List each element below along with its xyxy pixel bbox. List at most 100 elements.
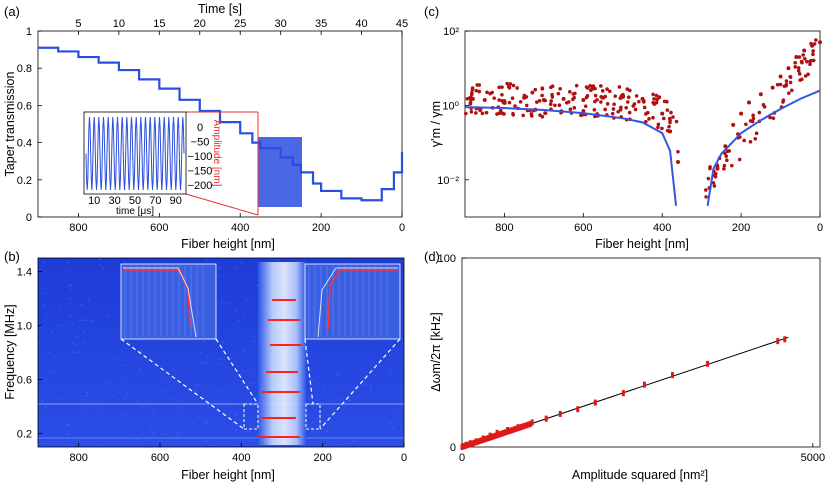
panel-b-noise-speck bbox=[231, 337, 234, 339]
panel-c-data-point bbox=[625, 100, 630, 104]
panel-d-y-tick-label: 0 bbox=[450, 442, 456, 454]
panel-b-noise-speck bbox=[136, 402, 139, 404]
panel-c-data-point bbox=[507, 100, 512, 105]
panel-c-data-point bbox=[786, 66, 791, 71]
panel-d-data-point bbox=[499, 431, 503, 438]
panel-b-noise-speck bbox=[311, 379, 314, 380]
panel-c-data-point bbox=[654, 100, 659, 105]
panel-d-data-point bbox=[479, 437, 483, 444]
panel-b-noise-speck bbox=[82, 427, 84, 429]
panel-b-noise-speck bbox=[71, 351, 74, 353]
panel-c-data-point bbox=[751, 116, 756, 121]
panel-c-data-point bbox=[808, 62, 812, 67]
panel-b-noise-speck bbox=[235, 267, 238, 269]
panel-d-data-point bbox=[478, 438, 482, 445]
panel-c-data-point bbox=[585, 93, 590, 98]
panel-b-noise-speck bbox=[56, 327, 59, 329]
panel-c-data-point bbox=[603, 94, 608, 99]
panel-d-data-point bbox=[472, 439, 476, 446]
panel-a-transmission-line bbox=[38, 46, 404, 202]
panel-c-data-point bbox=[651, 100, 655, 105]
panel-b-noise-speck bbox=[44, 292, 47, 294]
panel-c-data-point bbox=[631, 104, 636, 108]
panel-c-data-point bbox=[775, 82, 780, 87]
panel-b-noise-speck bbox=[277, 259, 280, 261]
panel-b-noise-speck bbox=[243, 313, 246, 315]
panel-c-data-point bbox=[518, 100, 523, 104]
panel-a-top-tick-label: 5 bbox=[75, 18, 81, 30]
panel-b-noise-speck bbox=[105, 382, 108, 384]
panel-c-data-point bbox=[482, 97, 487, 102]
panel-c-data-point bbox=[593, 93, 598, 98]
panel-c-data-point bbox=[599, 84, 603, 88]
panel-b-noise-speck bbox=[56, 324, 59, 326]
panel-c-data-point bbox=[814, 38, 818, 42]
panel-b-inset-left-white bbox=[123, 267, 197, 338]
panel-d-data-point bbox=[706, 360, 710, 367]
panel-c-data-point bbox=[611, 107, 616, 111]
panel-b-noise-speck bbox=[247, 369, 250, 371]
panel-c-data-point bbox=[605, 87, 609, 91]
panel-d-data-point bbox=[493, 432, 497, 439]
panel-c-data-point bbox=[737, 157, 742, 162]
panel-b-zoom-box-left bbox=[243, 403, 259, 430]
panel-b-noise-speck bbox=[130, 347, 133, 349]
panel-c-data-point bbox=[796, 66, 801, 70]
panel-a-inset-y-ticks: 0 −50 −100 −150 −200 bbox=[188, 122, 213, 192]
panel-c-data-point bbox=[803, 56, 807, 61]
panel-b-noise-speck bbox=[238, 320, 241, 322]
panel-c-data-point bbox=[524, 103, 529, 108]
panel-b-noise-speck bbox=[364, 385, 366, 386]
panel-b-noise-speck bbox=[152, 412, 155, 414]
panel-c-data-point bbox=[744, 122, 748, 127]
panel-c-data-point bbox=[627, 88, 632, 93]
panel-b-noise-speck bbox=[178, 407, 181, 409]
panel-c-data-point bbox=[581, 109, 586, 113]
panel-c-data-point bbox=[627, 110, 632, 115]
panel-d-data-point bbox=[783, 336, 787, 343]
panel-b-noise-speck bbox=[77, 351, 80, 353]
panel-b-noise-speck bbox=[203, 397, 206, 399]
panel-b-noise-speck bbox=[312, 405, 315, 407]
panel-c-data-point bbox=[797, 55, 802, 59]
panel-d-data-point bbox=[483, 436, 487, 443]
panel-d-data-point bbox=[497, 431, 501, 438]
panel-c-data-point bbox=[540, 93, 544, 98]
panel-c-data-point bbox=[722, 163, 727, 168]
panel-c-data-point bbox=[758, 92, 763, 97]
panel-b-noise-speck bbox=[391, 409, 394, 410]
panel-c-data-point bbox=[568, 107, 573, 112]
panel-c-data-point bbox=[727, 149, 732, 153]
panel-c-data-point bbox=[619, 105, 623, 110]
panel-c-data-point bbox=[617, 85, 622, 89]
panel-a-x-tick-label: 800 bbox=[69, 222, 87, 234]
panel-b-noise-speck bbox=[256, 285, 258, 287]
panel-b-noise-speck bbox=[125, 425, 128, 427]
panel-c-data-point bbox=[610, 111, 615, 116]
panel-c-data-point bbox=[521, 113, 526, 118]
panel-c-data-point bbox=[770, 85, 775, 90]
panel-c-data-point bbox=[651, 115, 655, 120]
panel-d-data-point bbox=[500, 430, 504, 437]
panel-c-data-point bbox=[794, 55, 799, 60]
panel-b-noise-speck bbox=[68, 270, 71, 272]
panel-c-data-point bbox=[484, 110, 489, 115]
panel-b-noise-speck bbox=[369, 388, 372, 390]
panel-b-noise-speck bbox=[164, 377, 167, 379]
panel-b-noise-speck bbox=[177, 436, 180, 438]
panel-a-y-tick-label: 0 bbox=[26, 212, 32, 224]
panel-c-data-point bbox=[667, 116, 672, 121]
panel-b-noise-speck bbox=[67, 262, 70, 263]
panel-a-inset-xlabel: time [μs] bbox=[116, 206, 154, 217]
panel-c-data-point bbox=[633, 107, 638, 112]
panel-b-noise-speck bbox=[340, 398, 343, 400]
panel-c-data-point bbox=[500, 85, 504, 89]
panel-d-data-point bbox=[642, 381, 646, 388]
panel-b-noise-speck bbox=[164, 442, 167, 444]
panel-b-noise-speck bbox=[149, 429, 152, 431]
panel-c-data-point bbox=[667, 129, 672, 134]
panel-b-noise-speck bbox=[252, 382, 255, 384]
panel-b-noise-speck bbox=[389, 423, 392, 425]
panel-c-data-point bbox=[812, 42, 817, 46]
panel-b-connector-1 bbox=[120, 338, 245, 430]
